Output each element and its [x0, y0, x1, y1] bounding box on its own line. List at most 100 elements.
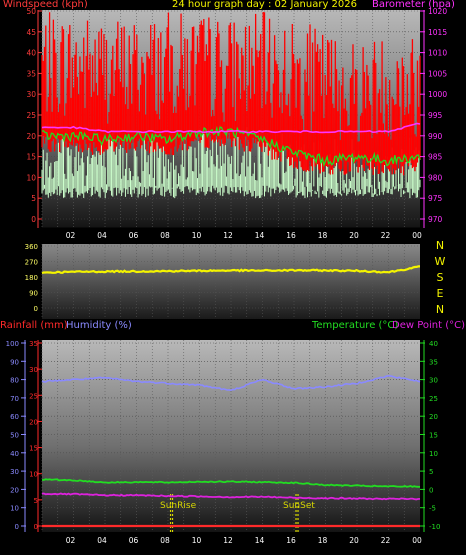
temperature-tick-label: 0 — [429, 486, 433, 494]
wind-tick-label: 20 — [26, 132, 36, 141]
time-label: 10 — [192, 536, 202, 545]
humidity-tick-label: 40 — [10, 450, 19, 458]
time-label: 08 — [160, 536, 170, 545]
wind-direction-line — [41, 265, 420, 275]
direction-left-axis: 0 90 180 270 360 — [25, 243, 38, 313]
humidity-tick-label: 80 — [10, 377, 19, 385]
wind-average-line — [41, 125, 421, 168]
time-label: 10 — [192, 231, 202, 240]
humidity-tick-label: 70 — [10, 395, 19, 403]
temperature-tick-label: 15 — [429, 432, 438, 440]
dewpoint-line — [41, 492, 421, 501]
temperature-tick-label: 40 — [429, 340, 438, 348]
humidity-tick-label: 10 — [10, 505, 19, 513]
sunrise-label: SunRise — [160, 501, 197, 511]
climate-time-axis: 02 04 06 08 10 12 14 16 18 20 22 00 — [66, 536, 422, 545]
barometer-tick-label: 1005 — [428, 69, 447, 78]
direction-tick-label: 270 — [25, 259, 38, 267]
time-label: 06 — [129, 231, 139, 240]
temperature-tick-label: 30 — [429, 377, 438, 385]
barometer-tick-label: 995 — [428, 111, 443, 120]
wind-tick-label: 10 — [26, 173, 36, 182]
rainfall-tick-label: 10 — [29, 471, 38, 479]
wind-tick-label: 40 — [26, 49, 36, 58]
time-label: 18 — [318, 231, 328, 240]
direction-tick-label: 0 — [34, 305, 38, 313]
time-label: 20 — [349, 231, 359, 240]
compass-label: E — [437, 287, 444, 300]
humidity-axis-title: Humidity (%) — [66, 320, 132, 331]
time-label: 00 — [412, 536, 422, 545]
rainfall-axis: 0 5 10 15 20 25 30 35 — [29, 340, 42, 532]
time-label: 22 — [381, 231, 391, 240]
time-label: 02 — [66, 231, 76, 240]
barometer-right-axis: 970 975 980 985 990 995 1000 1005 1010 1015 1020 — [420, 7, 447, 228]
rainfall-tick-label: 15 — [29, 445, 38, 453]
wind-tick-label: 45 — [26, 28, 36, 37]
wind-left-axis: 0 5 10 15 20 25 30 35 40 45 50 — [26, 7, 42, 228]
windspeed-axis-title: Windspeed (kph) — [3, 0, 88, 10]
wind-tick-label: 50 — [26, 7, 36, 16]
time-label: 12 — [223, 231, 233, 240]
barometer-tick-label: 980 — [428, 173, 443, 182]
direction-tick-label: 360 — [25, 243, 38, 251]
barometer-tick-label: 1020 — [428, 7, 447, 16]
time-label: 16 — [286, 231, 296, 240]
rainfall-tick-label: 5 — [34, 497, 38, 505]
humidity-axis: 0 10 20 30 40 50 60 70 80 90 100 — [6, 340, 26, 532]
time-label: 18 — [318, 536, 328, 545]
barometer-tick-label: 1015 — [428, 28, 447, 37]
rainfall-tick-label: 25 — [29, 392, 38, 400]
rainfall-tick-label: 30 — [29, 366, 38, 374]
barometer-tick-label: 1000 — [428, 90, 447, 99]
rainfall-tick-label: 35 — [29, 340, 38, 348]
direction-panel-grid — [41, 244, 420, 319]
temperature-tick-label: -5 — [429, 505, 436, 513]
temperature-axis: -10 -5 0 5 10 15 20 25 30 35 40 — [420, 340, 440, 532]
temperature-tick-label: -10 — [429, 523, 440, 531]
dewpoint-axis-title: Dew Point (°C) — [392, 320, 466, 331]
wind-tick-label: 5 — [31, 194, 36, 203]
temperature-axis-title: Temperature (°C) — [312, 320, 399, 331]
time-label: 08 — [160, 231, 170, 240]
time-label: 14 — [255, 231, 265, 240]
compass-label: N — [436, 239, 444, 252]
barometer-tick-label: 1010 — [428, 49, 447, 58]
barometer-tick-label: 975 — [428, 194, 443, 203]
time-label: 00 — [412, 231, 422, 240]
compass-label: S — [437, 271, 444, 284]
rainfall-axis-title: Rainfall (mm) — [0, 320, 68, 331]
humidity-tick-label: 0 — [15, 523, 19, 531]
temperature-tick-label: 25 — [429, 395, 438, 403]
time-label: 20 — [349, 536, 359, 545]
temperature-tick-label: 5 — [429, 468, 433, 476]
wind-tick-label: 15 — [26, 153, 36, 162]
temperature-tick-label: 35 — [429, 358, 438, 366]
humidity-tick-label: 30 — [10, 468, 19, 476]
wind-time-axis: 02 04 06 08 10 12 14 16 18 20 22 00 — [66, 231, 422, 240]
humidity-tick-label: 90 — [10, 358, 19, 366]
time-label: 14 — [255, 536, 265, 545]
sunset-label: SunSet — [283, 501, 315, 511]
graph-title: 24 hour graph day : 02 January 2026 — [172, 0, 357, 10]
humidity-line — [41, 374, 421, 392]
time-label: 02 — [66, 536, 76, 545]
temperature-line — [41, 478, 420, 488]
humidity-tick-label: 100 — [6, 340, 19, 348]
humidity-tick-label: 50 — [10, 432, 19, 440]
barometer-line — [41, 122, 421, 134]
wind-tick-label: 25 — [26, 111, 36, 120]
rainfall-tick-label: 0 — [34, 523, 38, 531]
time-label: 04 — [97, 231, 107, 240]
time-label: 04 — [97, 536, 107, 545]
barometer-tick-label: 990 — [428, 132, 443, 141]
time-label: 16 — [286, 536, 296, 545]
humidity-tick-label: 20 — [10, 486, 19, 494]
direction-tick-label: 180 — [25, 274, 38, 282]
wind-tick-label: 0 — [31, 215, 36, 224]
compass-label: W — [435, 255, 446, 268]
